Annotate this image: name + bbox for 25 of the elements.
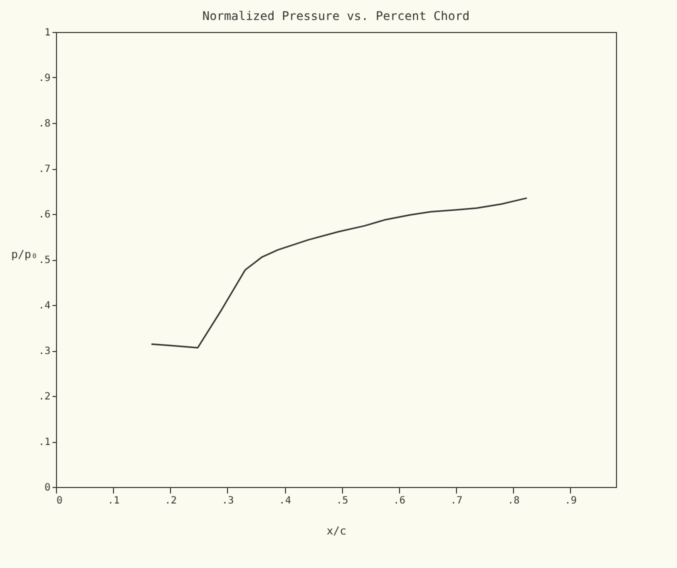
x-axis-title: x/c <box>326 524 346 538</box>
line-series <box>150 197 528 349</box>
y-tick-label: 1 <box>44 28 50 38</box>
x-tick-label: .4 <box>279 496 292 506</box>
x-tick-label: .9 <box>564 496 577 506</box>
y-tick-label: .1 <box>38 437 50 448</box>
x-tick-label: .3 <box>222 496 234 506</box>
chart-title: Normalized Pressure vs. Percent Chord <box>202 9 470 23</box>
x-tick-label: .1 <box>108 496 120 506</box>
y-tick-label: 0 <box>44 482 50 494</box>
y-tick-label: .5 <box>38 255 50 266</box>
y-tick-label: .2 <box>38 392 50 402</box>
x-tick-label: 0 <box>56 496 63 506</box>
y-tick-label: .4 <box>38 300 50 312</box>
x-tick-label: .8 <box>508 496 520 506</box>
y-tick-label: .3 <box>38 346 50 357</box>
y-tick-label: .6 <box>38 210 50 220</box>
x-tick-label: .7 <box>450 496 463 506</box>
y-axis-title: p/p₀ <box>11 248 38 261</box>
y-tick-label: .9 <box>38 73 50 84</box>
y-tick-label: .8 <box>38 118 50 130</box>
x-tick-label: .2 <box>164 496 177 506</box>
y-tick-label: .7 <box>38 164 50 175</box>
x-tick-label: .6 <box>393 496 406 506</box>
x-tick-label: .5 <box>336 496 348 506</box>
